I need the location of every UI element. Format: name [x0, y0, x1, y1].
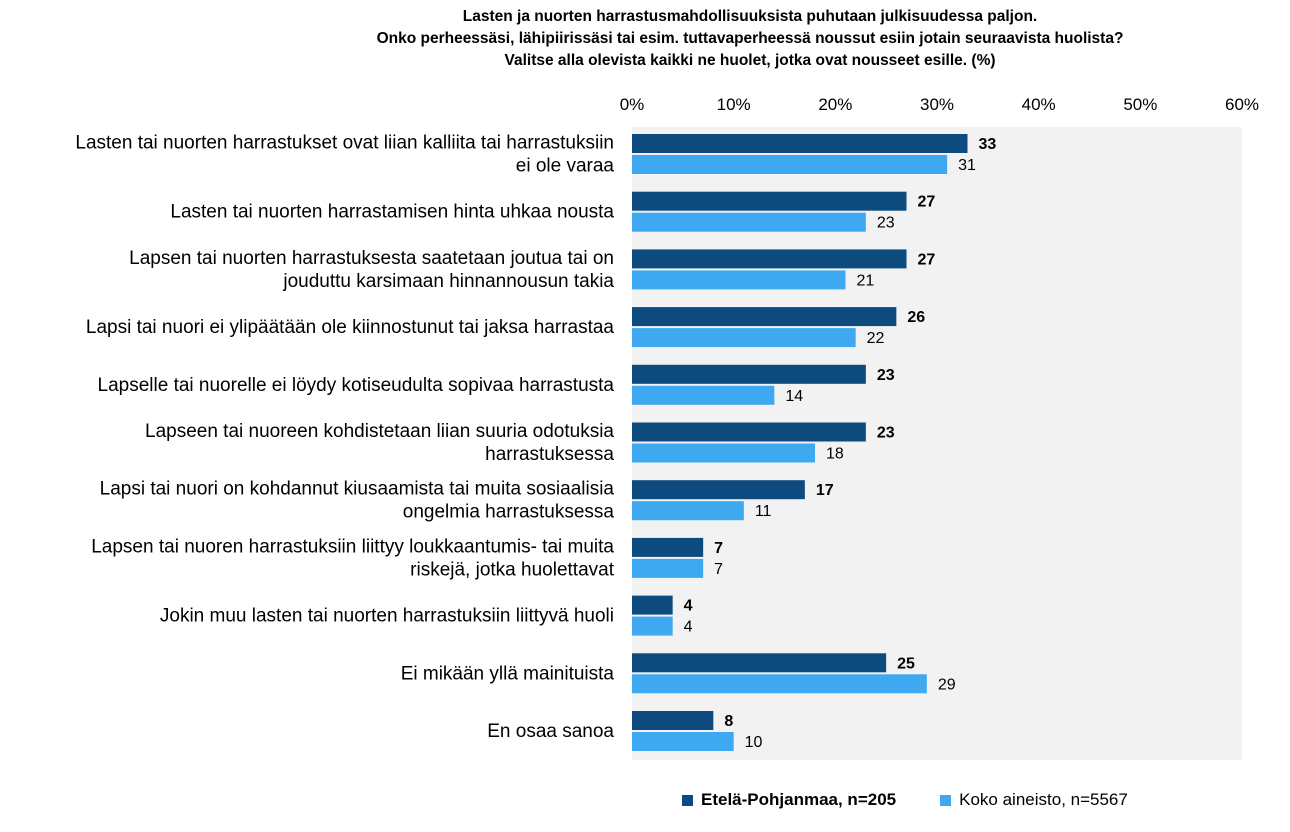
legend-label-etela-pohjanmaa: Etelä-Pohjanmaa, n=205 [701, 790, 897, 809]
category-label: Lapsi tai nuori ei ylipäätään ole kiinno… [86, 317, 615, 338]
legend-swatch-koko-aineisto [940, 794, 952, 806]
category-label: ei ole varaa [516, 156, 615, 177]
bar-koko-aineisto [632, 270, 846, 290]
data-label-etela-pohjanmaa: 27 [918, 251, 936, 268]
data-label-koko-aineisto: 7 [714, 561, 723, 578]
legend-label-koko-aineisto: Koko aineisto, n=5567 [959, 790, 1128, 809]
x-tick-label: 0% [620, 95, 645, 114]
bar-koko-aineisto [632, 732, 734, 751]
bar-etela-pohjanmaa [632, 249, 907, 269]
bar-etela-pohjanmaa [632, 595, 673, 615]
chart-title-line-1: Lasten ja nuorten harrastusmahdollisuuks… [462, 8, 1038, 25]
data-label-koko-aineisto: 14 [785, 388, 803, 405]
x-tick-label: 40% [1022, 95, 1056, 114]
x-tick-label: 60% [1225, 95, 1259, 114]
bar-koko-aineisto [632, 385, 775, 405]
data-label-koko-aineisto: 10 [745, 734, 763, 751]
data-label-etela-pohjanmaa: 33 [979, 136, 997, 153]
bar-etela-pohjanmaa [632, 364, 866, 384]
data-label-etela-pohjanmaa: 23 [877, 367, 895, 384]
category-label: Lasten tai nuorten harrastukset ovat lii… [75, 133, 614, 154]
bar-koko-aineisto [632, 212, 866, 232]
bar-koko-aineisto [632, 155, 948, 174]
data-label-etela-pohjanmaa: 4 [684, 598, 693, 615]
data-label-koko-aineisto: 18 [826, 446, 844, 463]
bar-etela-pohjanmaa [632, 653, 887, 673]
bar-koko-aineisto [632, 674, 927, 694]
category-label: Ei mikään yllä mainituista [401, 663, 615, 684]
category-label: Lapselle tai nuorelle ei löydy kotiseudu… [98, 375, 615, 396]
data-label-koko-aineisto: 23 [877, 215, 895, 232]
data-label-etela-pohjanmaa: 25 [897, 655, 915, 672]
bar-etela-pohjanmaa [632, 134, 968, 153]
data-label-etela-pohjanmaa: 26 [907, 309, 925, 326]
x-tick-label: 30% [920, 95, 954, 114]
chart-title-line-3: Valitse alla olevista kaikki ne huolet, … [504, 52, 996, 69]
data-label-koko-aineisto: 21 [857, 272, 875, 289]
bar-etela-pohjanmaa [632, 191, 907, 211]
category-label: ongelmia harrastuksessa [403, 502, 615, 523]
data-label-etela-pohjanmaa: 7 [714, 540, 723, 557]
data-label-etela-pohjanmaa: 27 [918, 194, 936, 211]
data-label-koko-aineisto: 4 [684, 619, 693, 636]
category-label: Lapsi tai nuori on kohdannut kiusaamista… [100, 479, 615, 500]
bar-etela-pohjanmaa [632, 480, 805, 500]
bar-chart: 0% 10% 20% 30% 40% 50% 60% Lasten tai nuorten h… [75, 95, 1259, 760]
bar-koko-aineisto [632, 501, 744, 521]
bar-etela-pohjanmaa [632, 422, 866, 442]
data-label-koko-aineisto: 31 [958, 157, 976, 174]
x-tick-label: 50% [1123, 95, 1157, 114]
bar-etela-pohjanmaa [632, 711, 714, 730]
legend-swatch-etela-pohjanmaa [682, 794, 693, 806]
chart-legend: Etelä-Pohjanmaa, n=205 Koko aineisto, n=… [682, 790, 1128, 810]
category-label: En osaa sanoa [487, 721, 614, 742]
data-label-etela-pohjanmaa: 23 [877, 425, 895, 442]
data-label-etela-pohjanmaa: 17 [816, 482, 834, 499]
category-label: Lapseen tai nuoreen kohdistetaan liian s… [145, 421, 614, 442]
category-label: Lapsen tai nuoren harrastuksiin liittyy … [91, 536, 614, 557]
category-label: riskejä, jotka huolettavat [410, 559, 615, 580]
category-label: jouduttu karsimaan hinnannousun takia [282, 271, 614, 292]
bar-koko-aineisto [632, 616, 673, 636]
bar-etela-pohjanmaa [632, 307, 897, 327]
bar-etela-pohjanmaa [632, 537, 704, 557]
data-label-koko-aineisto: 11 [755, 503, 772, 520]
category-label: harrastuksessa [485, 444, 614, 465]
data-label-koko-aineisto: 29 [938, 676, 956, 693]
category-label: Lapsen tai nuorten harrastuksesta saatet… [129, 248, 614, 269]
x-tick-label: 20% [818, 95, 852, 114]
data-label-koko-aineisto: 22 [867, 330, 885, 347]
bar-koko-aineisto [632, 558, 704, 578]
bar-koko-aineisto [632, 443, 815, 463]
x-tick-label: 10% [717, 95, 751, 114]
chart-title-line-2: Onko perheessäsi, lähipiirissäsi tai esi… [376, 30, 1124, 47]
bar-koko-aineisto [632, 328, 856, 348]
data-label-etela-pohjanmaa: 8 [724, 713, 733, 730]
legend-item-koko-aineisto: Koko aineisto, n=5567 [940, 790, 1128, 810]
chart-title: Lasten ja nuorten harrastusmahdollisuuks… [320, 6, 1180, 72]
category-label: Jokin muu lasten tai nuorten harrastuksi… [160, 606, 614, 627]
legend-item-etela-pohjanmaa: Etelä-Pohjanmaa, n=205 [682, 790, 896, 810]
category-label: Lasten tai nuorten harrastamisen hinta u… [170, 202, 614, 223]
